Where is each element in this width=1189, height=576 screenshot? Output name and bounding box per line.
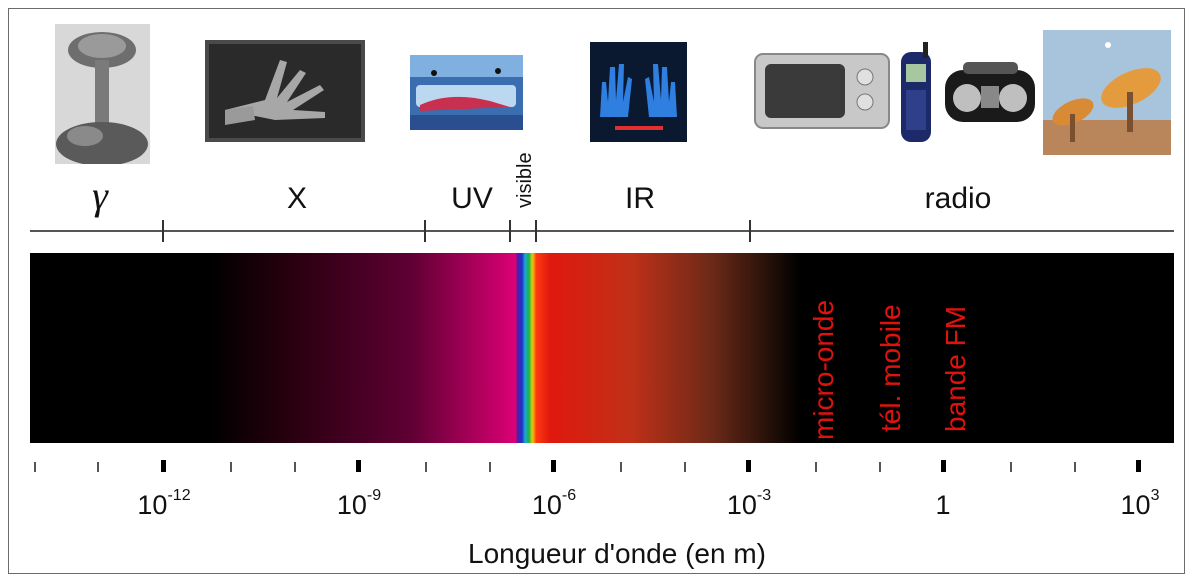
spectrum-label-micro-onde: micro-onde (808, 299, 839, 440)
tick-label-1e3: 103 (1120, 487, 1160, 520)
minor-tick (815, 462, 817, 472)
nuclear-explosion-photo (55, 24, 150, 164)
minor-tick (879, 462, 881, 472)
band-label-ir: IR (625, 182, 655, 215)
band-boundary-tick (535, 220, 537, 242)
band-boundary-tick (749, 220, 751, 242)
major-tick (941, 460, 946, 472)
band-boundary-tick (509, 220, 511, 242)
spectrum-bar (30, 253, 1174, 443)
band-boundary-tick (424, 220, 426, 242)
tick-label-1e-12: 10-12 (137, 487, 191, 520)
microwave-oven-photo (754, 53, 890, 129)
major-tick (551, 460, 556, 472)
tick-label-1e-6: 10-6 (531, 487, 577, 520)
uv-lamp-photo (410, 55, 523, 130)
tick-label-1e-3: 10-3 (726, 487, 772, 520)
minor-tick (230, 462, 232, 472)
minor-tick (425, 462, 427, 472)
minor-tick (684, 462, 686, 472)
band-label-uv: UV (451, 182, 493, 215)
minor-tick (489, 462, 491, 472)
radio-telescope-photo (1043, 30, 1171, 155)
minor-tick (1010, 462, 1012, 472)
minor-tick (1074, 462, 1076, 472)
axis-title: Longueur d'onde (en m) (468, 538, 766, 569)
minor-tick (620, 462, 622, 472)
minor-tick (97, 462, 99, 472)
infrared-hands-photo (590, 42, 687, 142)
mobile-phone-photo (901, 42, 931, 142)
band-label-gamma: γ (92, 173, 108, 218)
band-label-visible: visible (514, 152, 536, 208)
major-tick (746, 460, 751, 472)
major-tick (1136, 460, 1141, 472)
spectrum-label-tel-mobile: tél. mobile (875, 304, 906, 432)
hand-xray-photo (205, 40, 365, 142)
tick-label-1e-9: 10-9 (336, 487, 382, 520)
band-boundary-tick (162, 220, 164, 242)
tick-label-1: 1 (935, 490, 951, 520)
band-label-x: X (286, 182, 308, 215)
major-tick (356, 460, 361, 472)
minor-tick (34, 462, 36, 472)
spectrum-label-bande-fm: bande FM (940, 305, 971, 432)
radio-boombox-photo (945, 62, 1035, 122)
major-tick (161, 460, 166, 472)
band-axis-line (30, 230, 1174, 232)
minor-tick (294, 462, 296, 472)
band-label-radio: radio (924, 182, 992, 215)
